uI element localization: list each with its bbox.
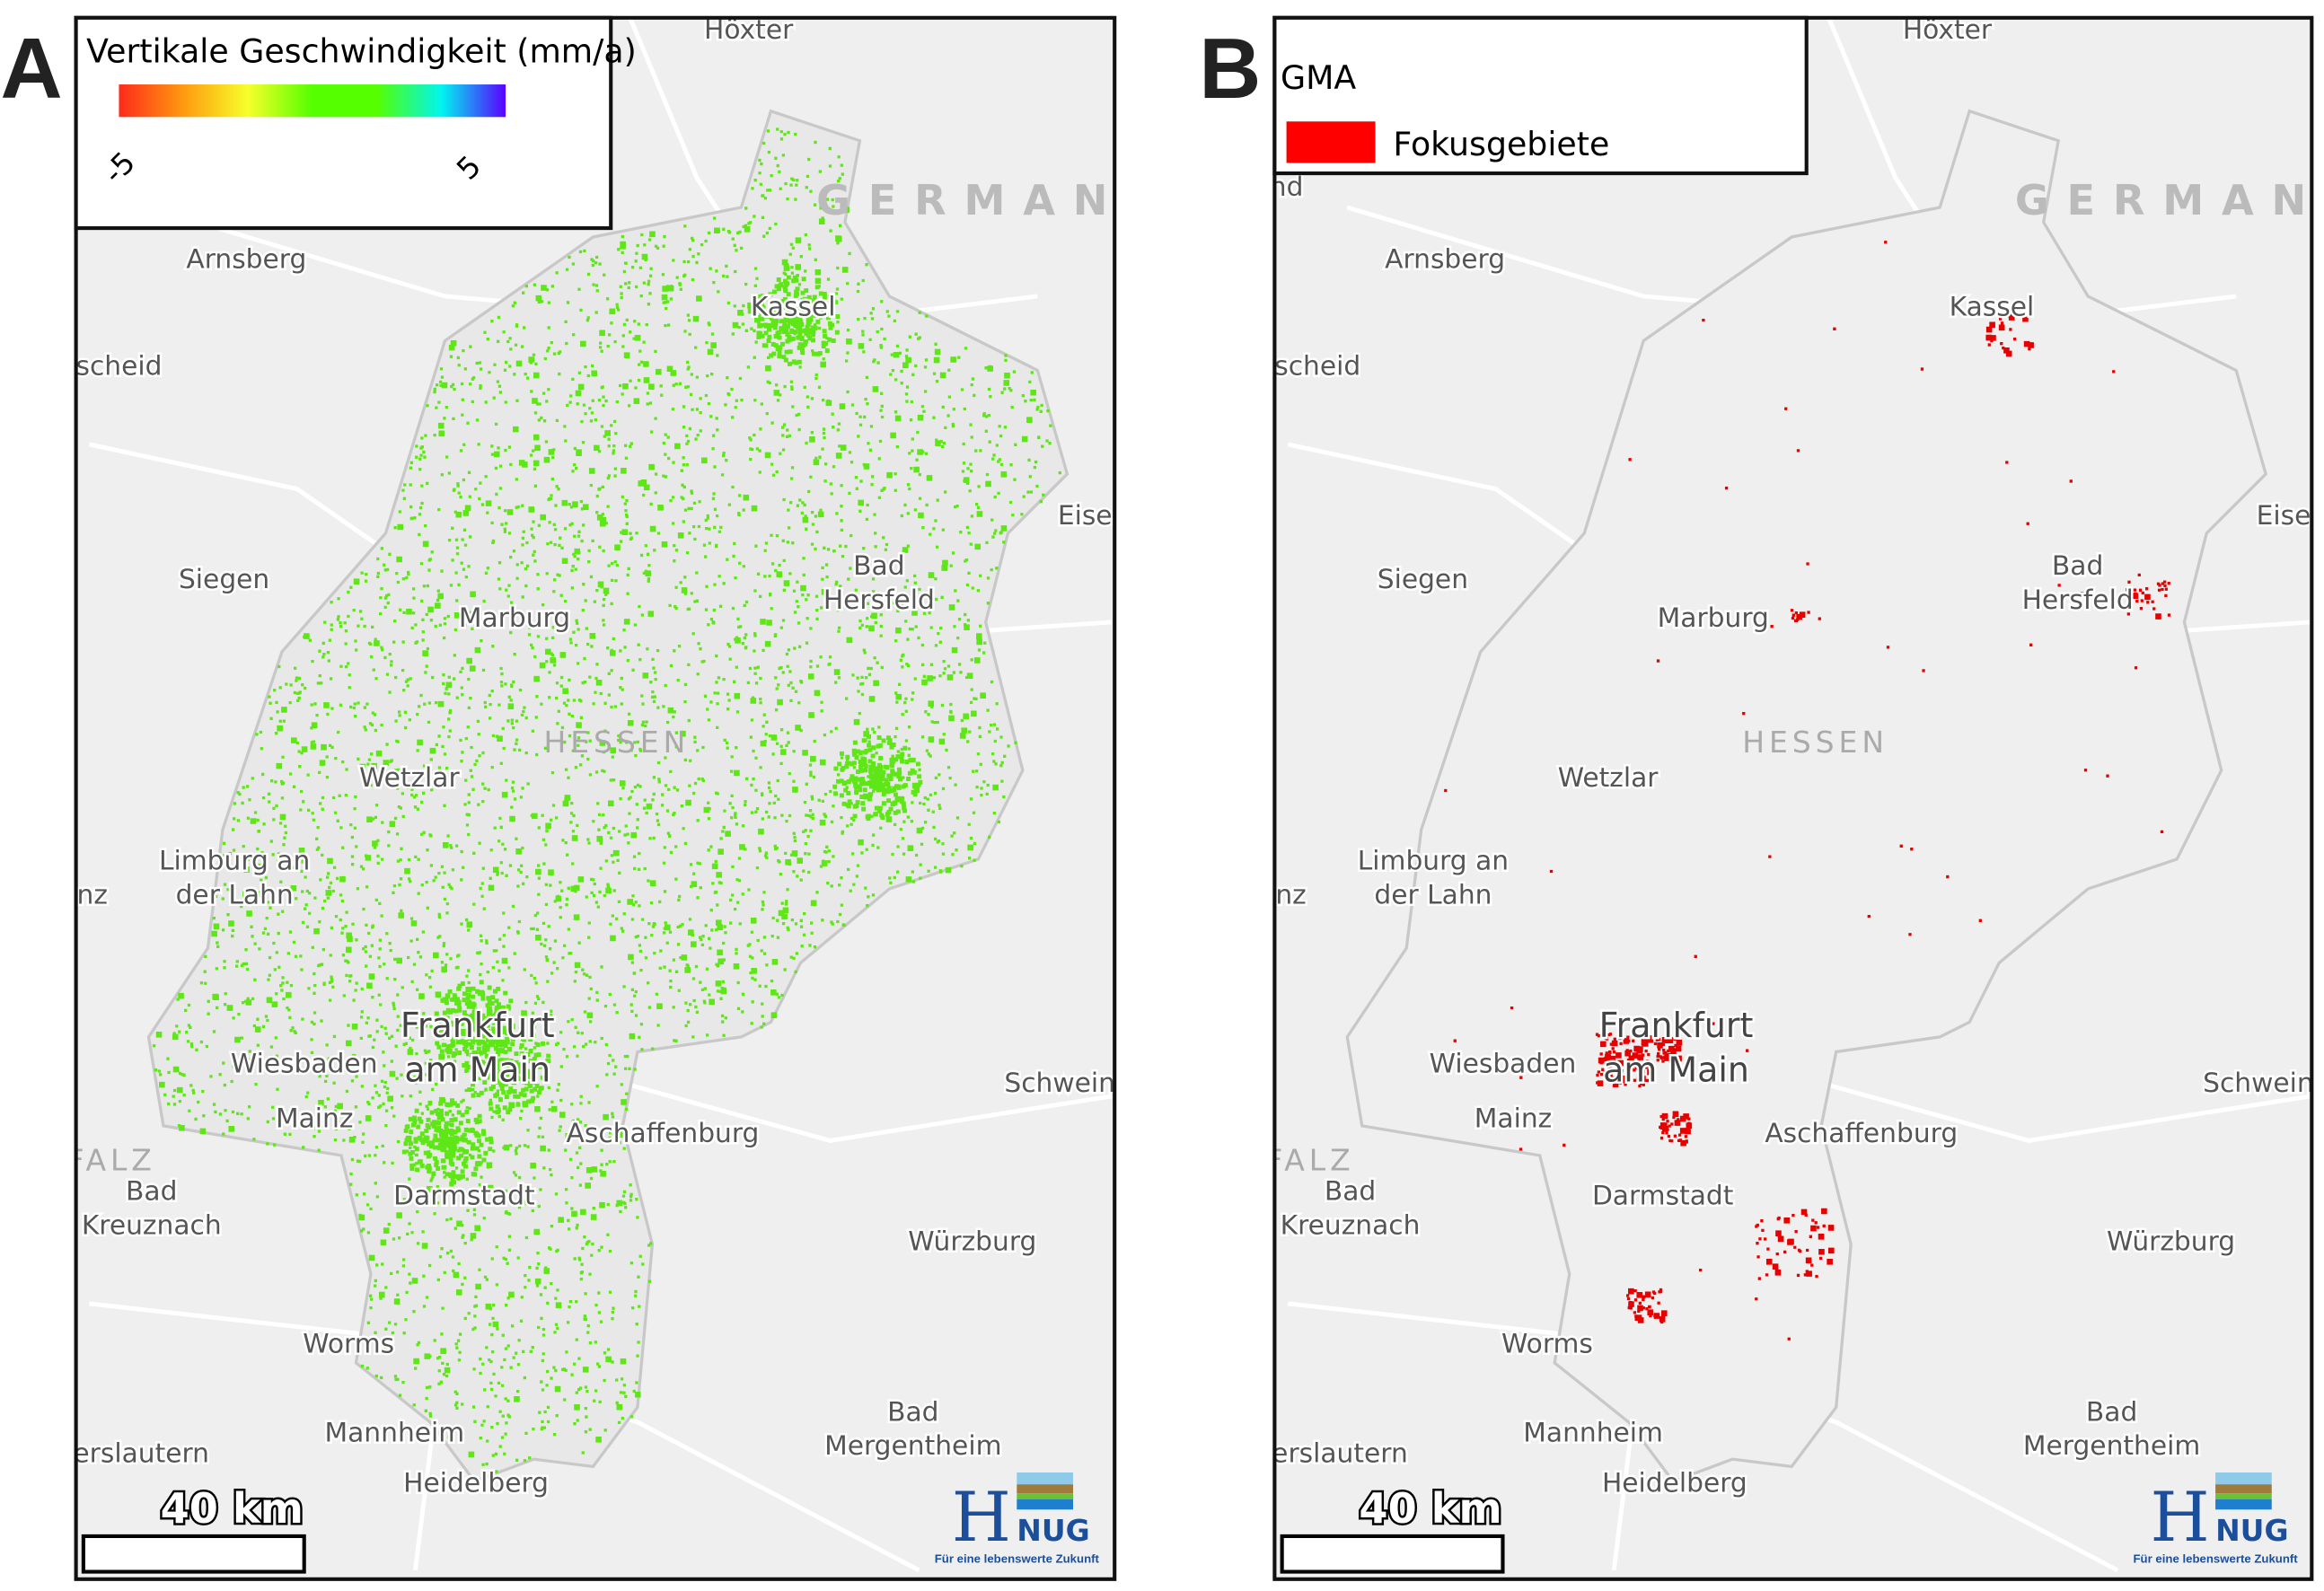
region-label-falz: FALZ bbox=[1265, 1142, 1354, 1177]
legend-label-fokusgebiete: Fokusgebiete bbox=[1393, 125, 1609, 163]
city-label: Aschaffenburg bbox=[1765, 1118, 1958, 1149]
city-label: Schwein bbox=[2203, 1068, 2314, 1099]
region-label: HESSEN bbox=[543, 725, 690, 760]
legend-a: Vertikale Geschwindigkeit (mm/a) -5 5 bbox=[74, 15, 637, 231]
city-label: Bad bbox=[887, 1396, 938, 1428]
panel-b-label: B bbox=[1199, 21, 1261, 117]
city-label: Wetzlar bbox=[359, 762, 461, 794]
country-label: GERMAN bbox=[816, 176, 1125, 224]
city-label: Heidelberg bbox=[403, 1467, 549, 1499]
city-label: Bad bbox=[853, 550, 904, 582]
city-label: Kassel bbox=[751, 291, 836, 322]
hlnug-logo-b: H NUG Für eine lebenswerte Zukunft bbox=[2133, 1472, 2298, 1566]
city-label: Höxter bbox=[1903, 14, 1993, 46]
logo-h: H bbox=[2150, 1478, 2209, 1557]
city-label: Mannheim bbox=[1523, 1417, 1663, 1448]
city-label: Marburg bbox=[459, 602, 570, 634]
city-label: scheid bbox=[1274, 350, 1360, 382]
legend-a-title: Vertikale Geschwindigkeit (mm/a) bbox=[86, 31, 637, 70]
city-label: Marburg bbox=[1658, 602, 1769, 634]
hesse-boundary bbox=[1345, 109, 2268, 1483]
legend-b: GMA Fokusgebiete bbox=[1272, 15, 1809, 176]
city-label: Wiesbaden bbox=[231, 1049, 378, 1080]
city-label: Bad bbox=[126, 1175, 177, 1207]
city-label: der Lahn bbox=[1374, 879, 1492, 910]
city-label: Mannheim bbox=[325, 1417, 465, 1448]
logo-h: H bbox=[952, 1478, 1011, 1557]
city-label: Arnsberg bbox=[186, 244, 306, 276]
city-label: Eise bbox=[2257, 500, 2311, 532]
region-label: HESSEN bbox=[1742, 725, 1888, 760]
legend-b-title: GMA bbox=[1281, 58, 1356, 97]
city-label: Mergentheim bbox=[824, 1430, 1001, 1462]
logo-tagline: Für eine lebenswerte Zukunft bbox=[2133, 1552, 2298, 1566]
logo-tagline: Für eine lebenswerte Zukunft bbox=[935, 1552, 1100, 1566]
city-label: scheid bbox=[75, 350, 162, 382]
city-label: Aschaffenburg bbox=[567, 1118, 760, 1149]
city-label: Mergentheim bbox=[2023, 1430, 2200, 1462]
panel-a-map: GERMAN HESSEN FALZ Höxter Arnsberg scheid Kass… bbox=[67, 14, 1125, 1579]
city-label: Würzburg bbox=[908, 1226, 1036, 1258]
city-label: nz bbox=[1275, 879, 1306, 910]
city-label: Heidelberg bbox=[1602, 1467, 1747, 1499]
city-label: Bad bbox=[1325, 1175, 1376, 1207]
city-label: Kassel bbox=[1950, 291, 2035, 322]
city-label-frankfurt: am Main bbox=[404, 1050, 550, 1089]
city-label: Mainz bbox=[1475, 1103, 1552, 1135]
scale-bar-a: 40 km bbox=[81, 1482, 306, 1574]
city-label-frankfurt: Frankfurt bbox=[401, 1006, 555, 1045]
logo-lnug: NUG bbox=[2215, 1513, 2288, 1548]
scale-bar-a-label: 40 km bbox=[161, 1484, 304, 1533]
city-label: Darmstadt bbox=[393, 1180, 534, 1211]
scale-bar-b: 40 km bbox=[1280, 1482, 1505, 1574]
city-label: Bad bbox=[2086, 1396, 2137, 1428]
city-label: Darmstadt bbox=[1592, 1180, 1733, 1211]
region-label-falz: FALZ bbox=[67, 1142, 156, 1177]
scale-bar-b-label: 40 km bbox=[1359, 1484, 1501, 1533]
city-label: Hersfeld bbox=[823, 585, 935, 616]
city-label: Siegen bbox=[179, 564, 269, 595]
city-label: Hersfeld bbox=[2022, 585, 2134, 616]
logo-lnug: NUG bbox=[1017, 1513, 1089, 1548]
city-label: Worms bbox=[1501, 1328, 1593, 1359]
city-label: Siegen bbox=[1378, 564, 1468, 595]
city-label: Arnsberg bbox=[1385, 244, 1505, 276]
city-label: Eise bbox=[1058, 500, 1113, 532]
city-label: Bad bbox=[2052, 550, 2103, 582]
city-label: Limburg an bbox=[1358, 845, 1509, 876]
city-label: der Lahn bbox=[176, 879, 294, 910]
city-label: Mainz bbox=[276, 1103, 353, 1135]
legend-swatch-fokusgebiete bbox=[1286, 121, 1376, 163]
city-label: Höxter bbox=[704, 14, 794, 46]
city-label-frankfurt: Frankfurt bbox=[1599, 1006, 1754, 1045]
city-label: nz bbox=[77, 879, 108, 910]
city-label: Kreuznach bbox=[82, 1209, 222, 1241]
city-label: erslautern bbox=[73, 1437, 209, 1469]
city-label: Worms bbox=[303, 1328, 394, 1359]
city-label: erslautern bbox=[1272, 1437, 1408, 1469]
city-label-frankfurt: am Main bbox=[1603, 1050, 1749, 1089]
city-label: Wetzlar bbox=[1558, 762, 1659, 794]
city-label: Limburg an bbox=[159, 845, 310, 876]
city-label: Schwein bbox=[1004, 1068, 1115, 1099]
colorbar bbox=[119, 84, 506, 118]
city-label: Wiesbaden bbox=[1430, 1049, 1577, 1080]
city-label: Kreuznach bbox=[1281, 1209, 1421, 1241]
panel-b-map: GERMAN HESSEN FALZ Höxter Arnsberg scheid Kass… bbox=[1265, 14, 2324, 1579]
panel-a-label: A bbox=[0, 21, 62, 117]
city-label: Würzburg bbox=[2107, 1226, 2235, 1258]
country-label: GERMAN bbox=[2015, 176, 2324, 224]
hlnug-logo-a: H NUG Für eine lebenswerte Zukunft bbox=[935, 1472, 1100, 1566]
